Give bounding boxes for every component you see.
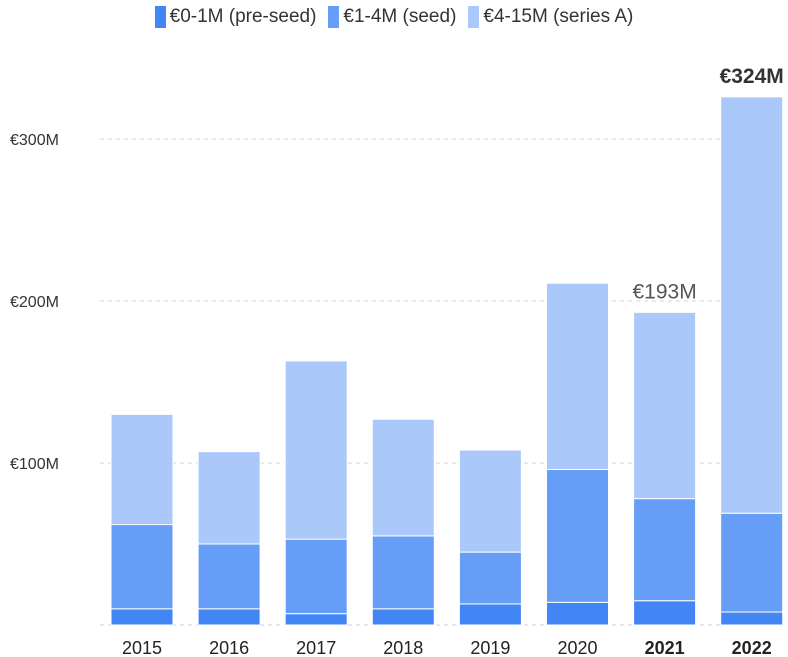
legend-item-0: €0-1M (pre-seed) (154, 6, 317, 28)
bar-segment-2015-1 (110, 524, 174, 610)
total-annotation: €324M (720, 65, 784, 88)
bar-segment-2021-2 (633, 311, 697, 500)
y-tick-label: €100M (10, 456, 59, 473)
bar-segment-2021-1 (633, 498, 697, 602)
bar-segment-2020-2 (546, 282, 609, 470)
x-tick-label: 2015 (122, 638, 162, 657)
legend-swatch (468, 6, 480, 28)
legend-item-2: €4-15M (series A) (468, 6, 633, 28)
bar-segment-2022-0 (720, 611, 784, 626)
bar-segment-2015-2 (110, 413, 174, 526)
legend-swatch (328, 6, 340, 28)
bar-segment-2016-1 (197, 543, 261, 610)
legend-label: €4-15M (series A) (483, 6, 634, 27)
x-tick-label: 2021 (645, 638, 685, 657)
legend: €0-1M (pre-seed) €1-4M (seed) €4-15M (seri… (0, 6, 788, 34)
bar-segment-2017-0 (284, 613, 348, 626)
x-tick-label: 2022 (732, 638, 772, 657)
bar-segment-2022-1 (720, 512, 784, 613)
total-annotation: €193M (632, 280, 696, 303)
legend-swatch (154, 6, 166, 28)
legend-label: €0-1M (pre-seed) (169, 6, 317, 27)
bar-segment-2019-1 (458, 551, 522, 605)
bar-segment-2019-0 (458, 603, 522, 626)
x-tick-label: 2016 (209, 638, 249, 657)
y-tick-label: €300M (10, 132, 59, 149)
bar-segment-2016-2 (197, 451, 261, 545)
bar-segment-2018-2 (371, 418, 435, 537)
x-tick-label: 2019 (470, 638, 510, 657)
bar-segment-2017-2 (284, 360, 348, 540)
bar-segment-2022-2 (720, 96, 784, 514)
x-tick-label: 2020 (557, 638, 597, 657)
bar-segment-2020-0 (546, 601, 609, 626)
legend-item-1: €1-4M (seed) (328, 6, 456, 28)
bar-segment-2018-0 (371, 608, 435, 626)
legend-label: €1-4M (seed) (343, 6, 457, 27)
bar-segment-2016-0 (197, 608, 261, 626)
bar-segment-2015-0 (110, 608, 174, 626)
bar-segment-2021-0 (633, 600, 697, 626)
x-tick-label: 2018 (383, 638, 423, 657)
x-tick-label: 2017 (296, 638, 336, 657)
bar-segment-2018-1 (371, 535, 435, 610)
bar-segment-2017-1 (284, 538, 348, 615)
y-tick-label: €200M (10, 294, 59, 311)
bar-segment-2019-2 (458, 449, 522, 553)
bar-segment-2020-1 (546, 468, 609, 603)
